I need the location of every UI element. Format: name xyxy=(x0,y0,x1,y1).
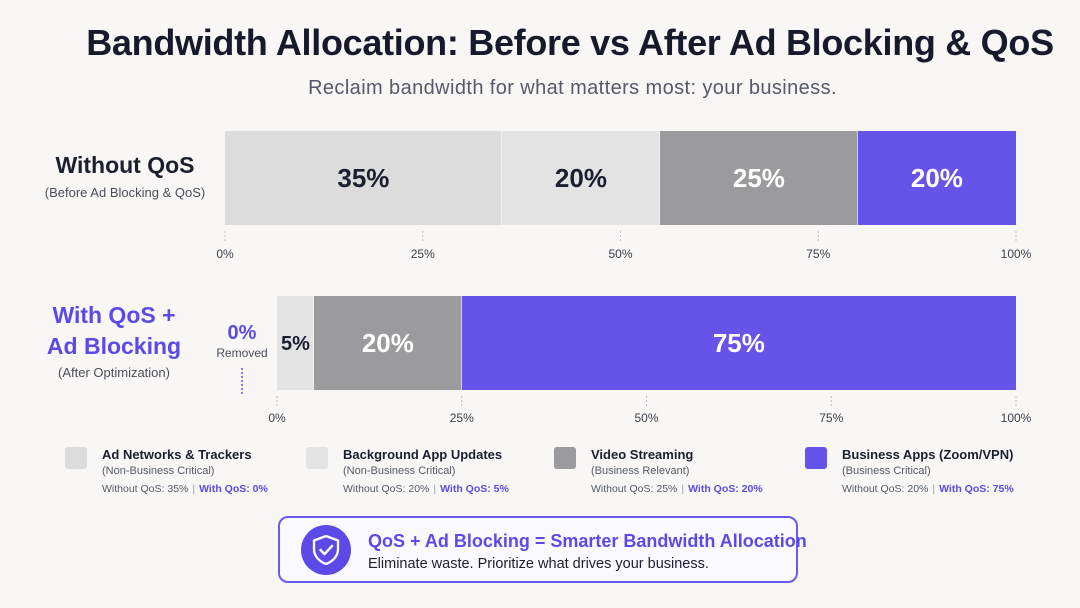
bar-video-streaming xyxy=(313,296,462,390)
row-label-with-qos: With QoS + Ad Blocking (After Optimizati… xyxy=(28,300,200,380)
legend-without: Without QoS: 20% xyxy=(343,483,430,495)
summary-callout: QoS + Ad Blocking = Smarter Bandwidth Al… xyxy=(278,516,807,583)
x-tick-label: 75% xyxy=(819,411,843,425)
row-label-main-line1: With QoS + xyxy=(52,302,176,328)
legend-without: Without QoS: 25% xyxy=(591,483,678,495)
x-tick-label: 25% xyxy=(450,411,474,425)
removed-indicator: 0% Removed xyxy=(212,322,272,394)
bar-background-app-updates xyxy=(501,131,661,225)
row-label-main-line2: Ad Blocking xyxy=(46,333,182,359)
row-label-sub: (After Optimization) xyxy=(58,365,170,380)
legend-stats: Without QoS: 20% | With QoS: 5% xyxy=(343,483,509,495)
legend-separator: | xyxy=(192,483,196,495)
callout-headline: QoS + Ad Blocking = Smarter Bandwidth Al… xyxy=(368,531,807,551)
legend-with: With QoS: 0% xyxy=(199,483,268,495)
x-tick-label: 50% xyxy=(608,247,632,261)
legend-stats: Without QoS: 20% | With QoS: 75% xyxy=(842,483,1014,495)
data-label-video-streaming: 20% xyxy=(362,328,414,358)
legend-without: Without QoS: 20% xyxy=(842,483,929,495)
bar-cap-business-apps-zoom-vpn xyxy=(1004,296,1016,390)
legend-swatch xyxy=(65,447,87,469)
bar-cap-business-apps-zoom-vpn xyxy=(1004,131,1016,225)
legend-name: Video Streaming xyxy=(591,447,694,462)
x-tick-label: 0% xyxy=(216,247,234,261)
legend-criticality: (Business Relevant) xyxy=(591,465,690,477)
legend-with: With QoS: 5% xyxy=(440,483,509,495)
bar-background-app-updates xyxy=(277,296,314,390)
legend-name: Business Apps (Zoom/VPN) xyxy=(842,447,1014,462)
bar-video-streaming xyxy=(660,131,858,225)
data-label-video-streaming: 25% xyxy=(733,163,785,193)
x-tick-label: 100% xyxy=(1001,411,1032,425)
x-tick-label: 0% xyxy=(268,411,286,425)
legend-swatch xyxy=(805,447,827,469)
x-tick-label: 25% xyxy=(411,247,435,261)
callout-body: Eliminate waste. Prioritize what drives … xyxy=(368,556,709,572)
row-label-without-qos: Without QoS (Before Ad Blocking & QoS) xyxy=(25,152,225,200)
row-label-sub: (Before Ad Blocking & QoS) xyxy=(44,185,206,200)
row-label-main: Without QoS xyxy=(55,152,195,178)
x-tick-label: 75% xyxy=(806,247,830,261)
legend-swatch xyxy=(306,447,328,469)
legend-with: With QoS: 20% xyxy=(688,483,763,495)
x-tick-label: 50% xyxy=(634,411,658,425)
page-title: Bandwidth Allocation: Before vs After Ad… xyxy=(86,22,1054,63)
legend-without: Without QoS: 35% xyxy=(102,483,189,495)
legend-with: With QoS: 75% xyxy=(939,483,1014,495)
legend-criticality: (Non-Business Critical) xyxy=(102,465,215,477)
bar-ad-networks-trackers xyxy=(225,131,502,225)
x-tick-label: 100% xyxy=(1001,247,1032,261)
legend-stats: Without QoS: 35% | With QoS: 0% xyxy=(102,483,268,495)
legend-name: Background App Updates xyxy=(343,447,503,462)
stacked-bar-chart: 0% 25% 50% 75% 100% 35% 20% 25% 20% 0% 25% 50% 75% 10… xyxy=(216,131,1032,425)
legend-separator: | xyxy=(433,483,437,495)
bar-business-apps-zoom-vpn xyxy=(461,296,1016,390)
removed-value: 0% xyxy=(227,322,257,344)
data-label-background-app-updates: 5% xyxy=(281,333,310,355)
data-label-ad-networks-trackers: 35% xyxy=(337,163,389,193)
data-label-background-app-updates: 20% xyxy=(555,163,607,193)
legend-separator: | xyxy=(932,483,936,495)
legend-swatch xyxy=(554,447,576,469)
shield-check-icon xyxy=(301,525,351,575)
legend-name: Ad Networks & Trackers xyxy=(102,447,252,462)
legend-criticality: (Business Critical) xyxy=(842,465,931,477)
data-label-business-apps-zoom-vpn: 20% xyxy=(911,163,963,193)
removed-dotted-line xyxy=(241,368,243,394)
page-subtitle: Reclaim bandwidth for what matters most:… xyxy=(308,77,837,99)
data-label-business-apps-zoom-vpn: 75% xyxy=(713,328,765,358)
bar-business-apps-zoom-vpn xyxy=(857,131,1016,225)
legend-stats: Without QoS: 25% | With QoS: 20% xyxy=(591,483,763,495)
legend-separator: | xyxy=(681,483,685,495)
removed-label: Removed xyxy=(216,346,268,360)
legend-criticality: (Non-Business Critical) xyxy=(343,465,456,477)
